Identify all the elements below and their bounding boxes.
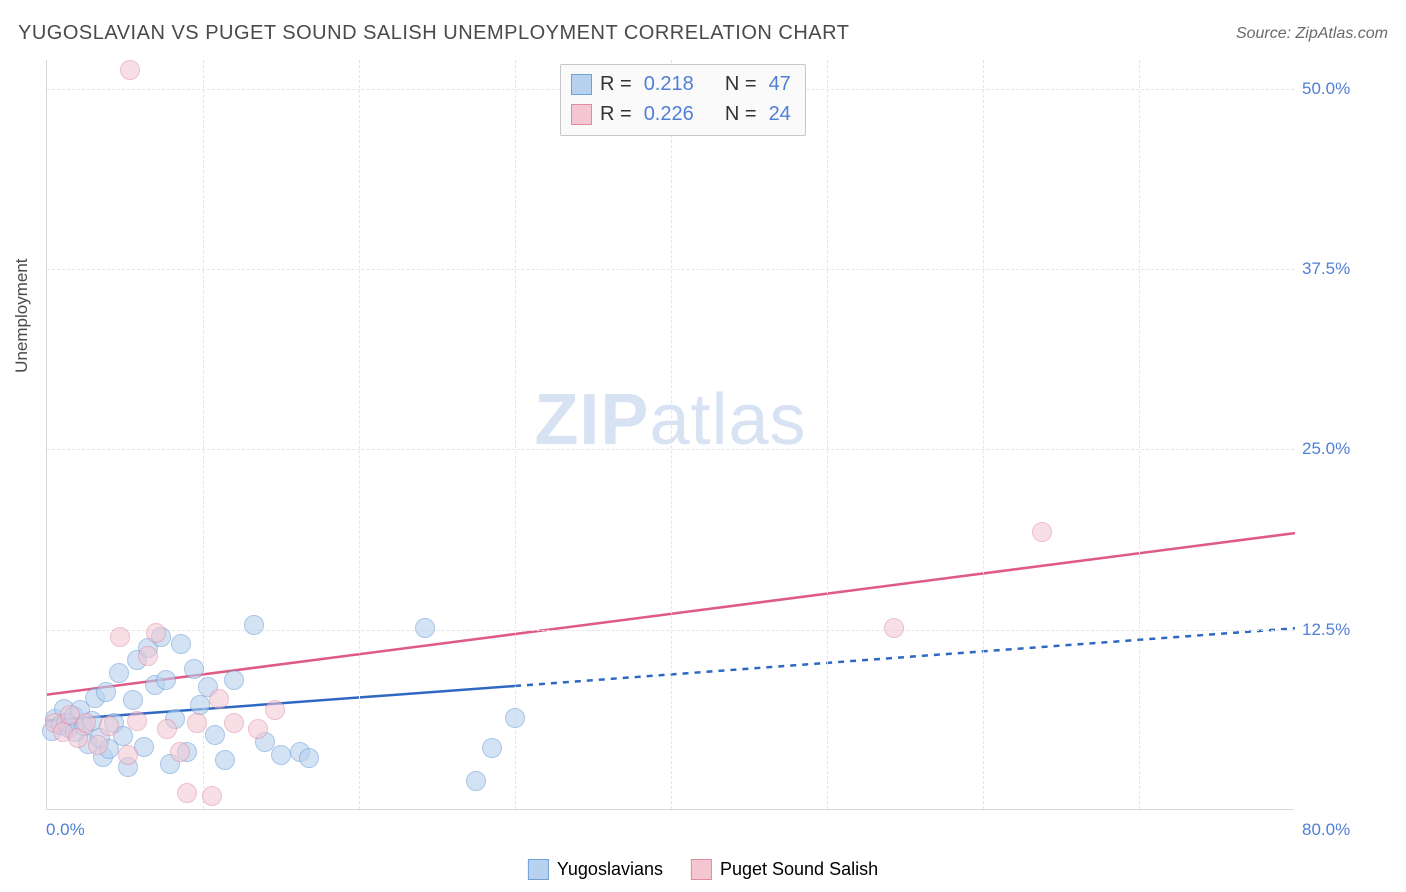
legend-swatch-yugoslavians [528,859,549,880]
scatter-point-yugoslavians [96,682,116,702]
scatter-point-puget-sound-salish [138,646,158,666]
scatter-point-puget-sound-salish [170,742,190,762]
scatter-point-puget-sound-salish [1032,522,1052,542]
scatter-point-puget-sound-salish [209,689,229,709]
r-label: R = [600,69,632,99]
legend-item-yugoslavians: Yugoslavians [528,859,663,880]
scatter-point-yugoslavians [244,615,264,635]
source-value: ZipAtlas.com [1296,25,1388,42]
scatter-point-yugoslavians [466,771,486,791]
scatter-point-puget-sound-salish [265,700,285,720]
y-tick-label: 25.0% [1302,439,1350,459]
scatter-point-puget-sound-salish [224,713,244,733]
x-tick-label: 0.0% [46,820,85,840]
scatter-point-yugoslavians [505,708,525,728]
scatter-point-puget-sound-salish [884,618,904,638]
n-label: N = [725,99,757,129]
legend-swatch-yugoslavians [571,74,592,95]
legend-row-salish: R = 0.226 N = 24 [571,99,795,129]
y-tick-label: 37.5% [1302,259,1350,279]
scatter-point-yugoslavians [224,670,244,690]
watermark-light: atlas [649,380,806,460]
n-value: 47 [769,69,791,99]
scatter-point-puget-sound-salish [202,786,222,806]
scatter-point-puget-sound-salish [120,60,140,80]
y-axis-title: Unemployment [12,259,32,373]
scatter-point-yugoslavians [156,670,176,690]
gridline-v [671,60,672,809]
legend-label: Puget Sound Salish [720,859,878,880]
y-tick-label: 12.5% [1302,620,1350,640]
scatter-point-puget-sound-salish [177,783,197,803]
scatter-point-puget-sound-salish [76,713,96,733]
scatter-plot: ZIPatlas [46,60,1294,810]
scatter-point-yugoslavians [415,618,435,638]
gridline-v [1139,60,1140,809]
scatter-point-yugoslavians [190,695,210,715]
n-value: 24 [769,99,791,129]
legend-correlation: R = 0.218 N = 47 R = 0.226 N = 24 [560,64,806,136]
gridline-v [359,60,360,809]
scatter-point-yugoslavians [123,690,143,710]
watermark-bold: ZIP [534,380,649,460]
scatter-point-puget-sound-salish [127,711,147,731]
y-tick-label: 50.0% [1302,79,1350,99]
legend-label: Yugoslavians [557,859,663,880]
legend-series: Yugoslavians Puget Sound Salish [528,859,878,880]
scatter-point-yugoslavians [482,738,502,758]
chart-source: Source: ZipAtlas.com [1236,25,1388,43]
legend-item-salish: Puget Sound Salish [691,859,878,880]
legend-swatch-salish [691,859,712,880]
legend-row-yugoslavians: R = 0.218 N = 47 [571,69,795,99]
scatter-point-puget-sound-salish [99,716,119,736]
scatter-point-puget-sound-salish [110,627,130,647]
r-value: 0.218 [644,69,694,99]
scatter-point-yugoslavians [299,748,319,768]
scatter-point-yugoslavians [205,725,225,745]
scatter-point-puget-sound-salish [88,735,108,755]
scatter-point-puget-sound-salish [157,719,177,739]
chart-title: YUGOSLAVIAN VS PUGET SOUND SALISH UNEMPL… [18,22,849,45]
scatter-point-yugoslavians [215,750,235,770]
gridline-v [983,60,984,809]
n-label: N = [725,69,757,99]
x-tick-label: 80.0% [1302,820,1350,840]
scatter-point-yugoslavians [271,745,291,765]
r-value: 0.226 [644,99,694,129]
gridline-v [827,60,828,809]
scatter-point-yugoslavians [109,663,129,683]
gridline-v [515,60,516,809]
legend-swatch-salish [571,104,592,125]
source-label: Source: [1236,25,1291,42]
scatter-point-puget-sound-salish [187,713,207,733]
scatter-point-puget-sound-salish [146,623,166,643]
scatter-point-puget-sound-salish [118,745,138,765]
scatter-point-yugoslavians [184,659,204,679]
scatter-point-puget-sound-salish [248,719,268,739]
r-label: R = [600,99,632,129]
scatter-point-yugoslavians [171,634,191,654]
